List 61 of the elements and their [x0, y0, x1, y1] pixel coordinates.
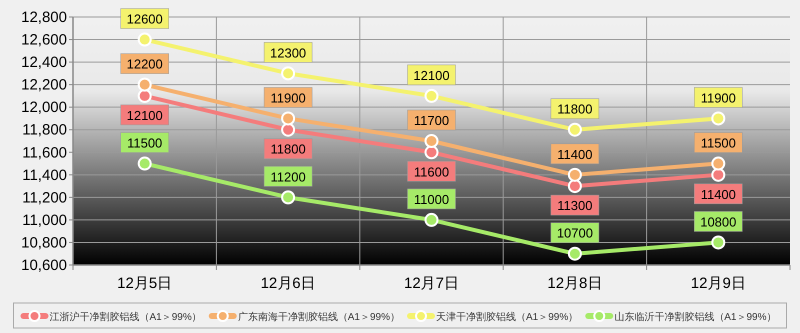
data-label: 11900 — [270, 90, 306, 106]
point — [568, 246, 582, 261]
point — [424, 88, 438, 103]
data-label: 11300 — [557, 198, 592, 214]
data-label: 11600 — [414, 164, 450, 180]
point — [568, 168, 582, 182]
x-tick-label: 12月6日 — [260, 275, 316, 292]
point — [568, 179, 582, 194]
y-tick-label: 11,800 — [22, 122, 67, 139]
data-label: 11000 — [414, 192, 450, 207]
y-tick-label: 12,600 — [21, 32, 67, 49]
data-label: 12300 — [270, 45, 306, 60]
point — [711, 235, 726, 250]
data-label: 10800 — [700, 214, 736, 230]
y-tick-label: 11,400 — [22, 166, 67, 184]
data-label: 12100 — [126, 108, 163, 123]
point — [424, 212, 438, 227]
point — [424, 145, 438, 160]
point — [424, 134, 438, 148]
data-label: 11400 — [557, 146, 592, 162]
point — [138, 88, 152, 103]
data-label: 11500 — [700, 136, 736, 151]
data-label: 11400 — [700, 186, 736, 202]
point — [711, 111, 726, 126]
legend-label: 天津干净割胶铝线（A1＞99%） — [436, 311, 578, 323]
point — [281, 190, 296, 204]
point — [568, 122, 582, 137]
data-label: 11900 — [700, 90, 736, 106]
point — [138, 156, 152, 171]
point — [138, 32, 152, 47]
x-tick-label: 12月7日 — [404, 275, 460, 292]
y-tick-label: 12,800 — [21, 9, 67, 26]
data-label: 12100 — [413, 68, 450, 83]
y-tick-label: 10,600 — [21, 257, 67, 274]
y-tick-label: 12,200 — [21, 76, 67, 94]
data-label: 11800 — [557, 102, 592, 117]
point — [138, 78, 152, 92]
point — [711, 156, 726, 171]
data-label: 11700 — [414, 113, 450, 128]
y-tick-label: 11,600 — [22, 144, 67, 162]
legend-label: 广东南海干净割胶铝线（A1＞99%） — [238, 311, 400, 323]
x-tick-label: 12月9日 — [690, 275, 746, 292]
y-tick-label: 12,000 — [21, 99, 67, 116]
data-label: 11800 — [270, 142, 306, 157]
point — [281, 66, 296, 80]
point — [281, 111, 296, 126]
x-tick-label: 12月5日 — [117, 275, 172, 292]
data-label: 12200 — [126, 56, 163, 72]
x-tick-label: 12月8日 — [547, 275, 602, 292]
point — [711, 168, 726, 182]
legend-label: 山东临沂干净割胶铝线（A1＞99%） — [614, 311, 776, 323]
y-tick-label: 11,200 — [22, 189, 67, 206]
data-label: 10700 — [556, 226, 593, 241]
legend-label: 江浙沪干净割胶铝线（A1＞99%） — [50, 311, 202, 323]
y-tick-label: 12,400 — [21, 54, 67, 72]
y-tick-label: 10,800 — [21, 234, 67, 252]
data-label: 11200 — [270, 169, 306, 184]
data-label: 12600 — [126, 12, 163, 27]
y-tick-label: 11,000 — [22, 212, 67, 229]
data-label: 11500 — [127, 136, 162, 151]
point — [281, 122, 296, 137]
